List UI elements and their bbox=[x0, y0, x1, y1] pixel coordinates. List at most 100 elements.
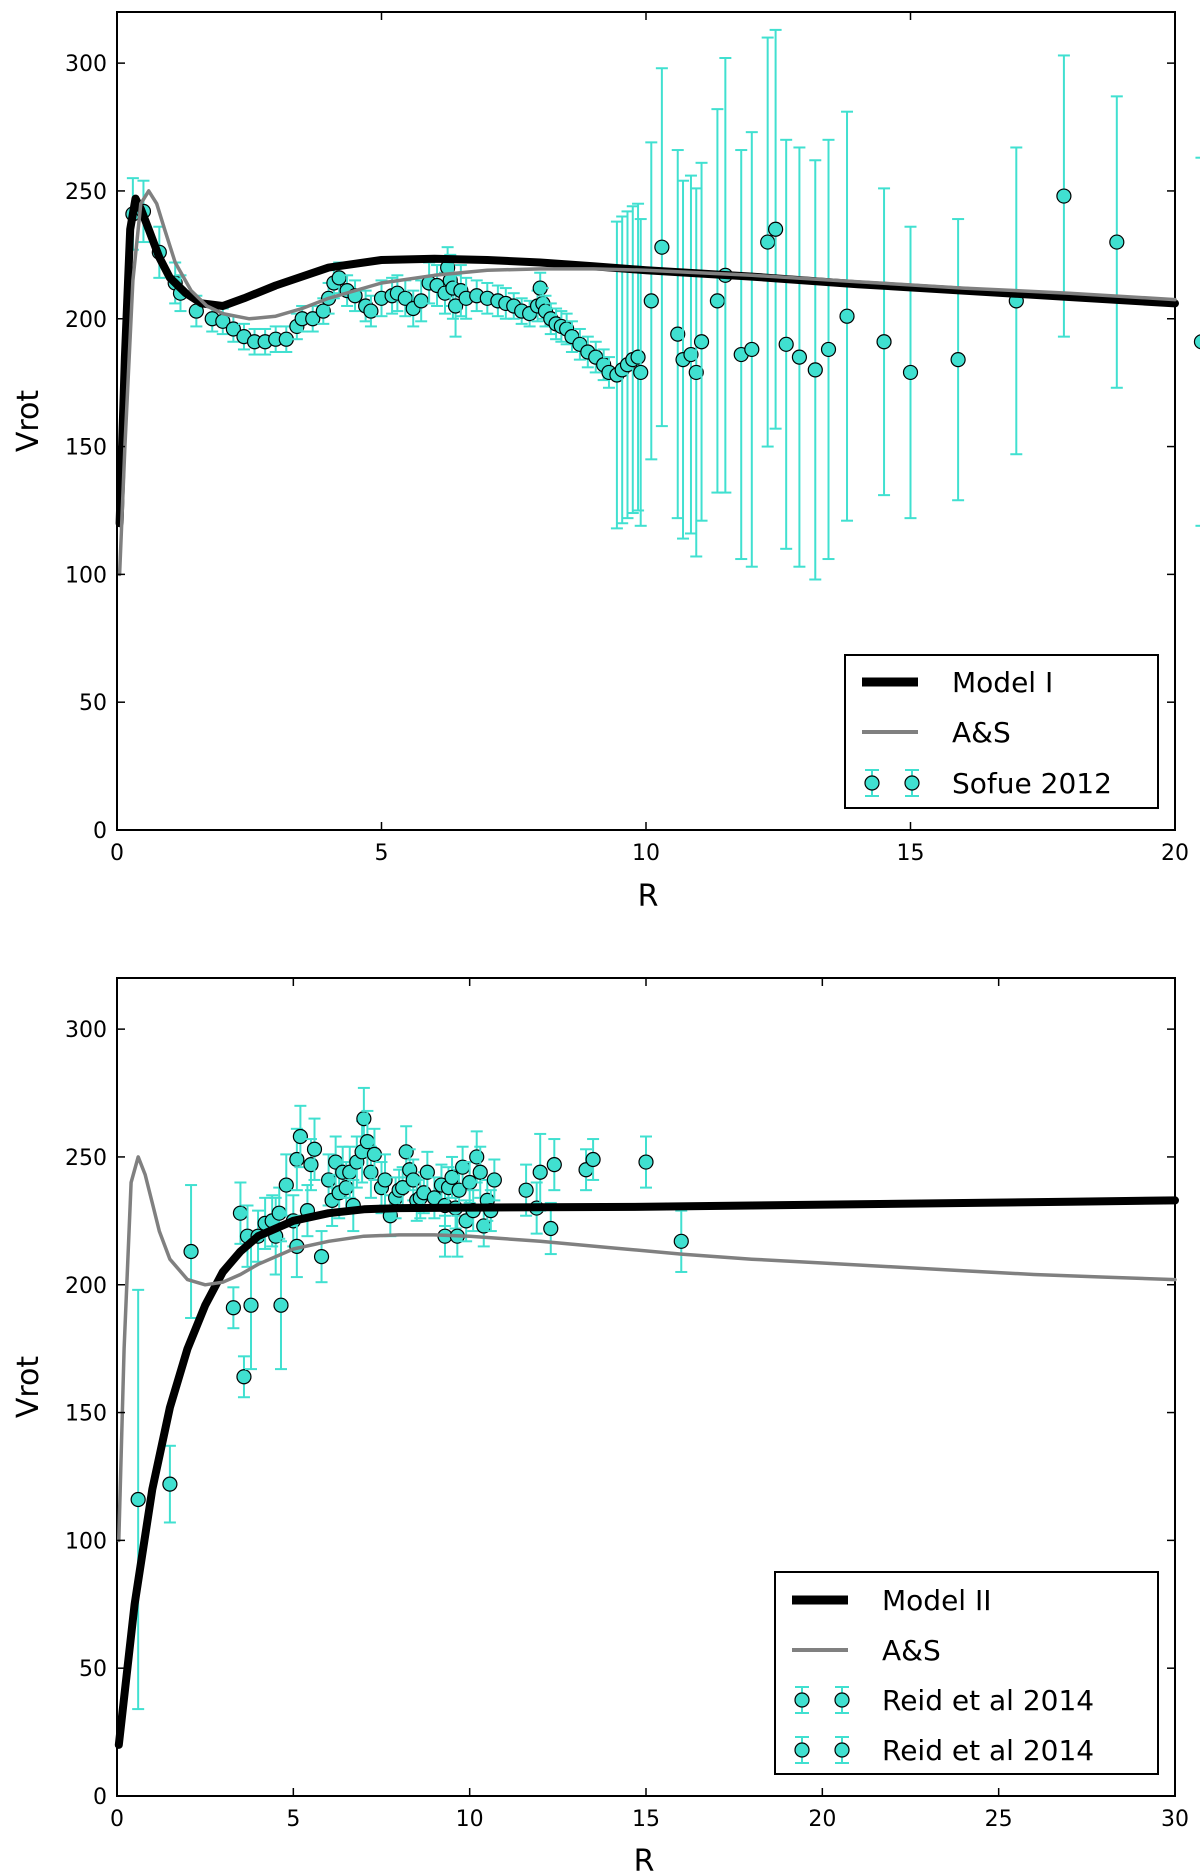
data-marker bbox=[1193, 334, 1200, 350]
top-x-tick-label: 20 bbox=[1161, 841, 1189, 866]
data-marker bbox=[413, 293, 429, 309]
data-marker bbox=[791, 349, 808, 365]
bottom-data-point bbox=[486, 1158, 502, 1202]
top-data-point bbox=[876, 187, 892, 497]
top-data-point bbox=[305, 304, 321, 333]
top-data-point bbox=[236, 322, 252, 351]
data-marker bbox=[683, 346, 699, 363]
bottom-y-tick-label: 50 bbox=[79, 1657, 107, 1682]
bottom-data-point bbox=[366, 1127, 383, 1181]
top-legend-data-swatch bbox=[864, 769, 920, 797]
top-y-axis-label: Vrot bbox=[11, 390, 46, 453]
bottom-data-point bbox=[419, 1150, 435, 1194]
bottom-data-point bbox=[585, 1138, 601, 1181]
data-marker bbox=[670, 326, 686, 342]
data-marker bbox=[273, 1297, 289, 1313]
data-marker bbox=[398, 1144, 414, 1160]
data-marker bbox=[693, 334, 710, 350]
bottom-legend-data-label-2: Reid et al 2014 bbox=[882, 1734, 1094, 1767]
bottom-data-point bbox=[359, 1109, 375, 1174]
top-data-point bbox=[479, 281, 495, 315]
bottom-x-tick-label: 15 bbox=[632, 1807, 660, 1832]
data-marker bbox=[356, 1110, 372, 1127]
top-legend-model-label: Model I bbox=[952, 666, 1053, 699]
top-y-tick-label: 50 bbox=[79, 691, 107, 716]
top-data-point bbox=[709, 108, 726, 494]
top-data-point bbox=[363, 294, 379, 328]
data-marker bbox=[363, 1164, 379, 1180]
bottom-data-point bbox=[342, 1145, 358, 1199]
top-y-tick-label: 200 bbox=[65, 308, 107, 333]
bottom-x-tick-label: 20 bbox=[808, 1807, 836, 1832]
bottom-legend-data-swatch-2 bbox=[794, 1736, 850, 1764]
bottom-data-point bbox=[673, 1209, 689, 1273]
bottom-x-tick-label: 0 bbox=[110, 1807, 124, 1832]
bottom-data-point bbox=[546, 1138, 562, 1192]
bottom-y-tick-label: 250 bbox=[65, 1146, 107, 1171]
bottom-a-s-line bbox=[117, 1155, 1177, 1543]
top-data-point bbox=[670, 149, 686, 520]
bottom-data-point bbox=[472, 1145, 488, 1199]
bottom-data-point bbox=[306, 1117, 323, 1181]
top-legend-as-label: A&S bbox=[952, 716, 1011, 749]
data-marker bbox=[778, 336, 794, 352]
top-data-point bbox=[744, 131, 760, 568]
top-data-point bbox=[268, 325, 284, 353]
data-marker bbox=[289, 1151, 305, 1168]
top-data-point bbox=[688, 187, 704, 558]
data-marker bbox=[688, 364, 704, 381]
bottom-data-point bbox=[183, 1184, 199, 1319]
top-data-point bbox=[654, 67, 670, 428]
data-marker bbox=[518, 1182, 534, 1198]
data-marker bbox=[543, 1220, 559, 1237]
bottom-data-point bbox=[130, 1288, 146, 1711]
data-marker bbox=[303, 1157, 319, 1173]
data-marker bbox=[902, 364, 919, 381]
data-marker bbox=[162, 1476, 178, 1492]
top-data-point bbox=[675, 179, 691, 540]
bottom-model-ii-line bbox=[114, 1196, 1179, 1749]
bottom-y-tick-label: 200 bbox=[65, 1274, 107, 1299]
data-marker bbox=[292, 1128, 308, 1145]
top-data-point bbox=[839, 110, 855, 522]
top-data-point bbox=[791, 146, 808, 568]
top-legend: Model I A&S Sofue 2012 bbox=[844, 654, 1159, 809]
data-marker bbox=[807, 362, 823, 378]
data-marker bbox=[472, 1164, 488, 1180]
top-data-point bbox=[768, 28, 784, 430]
data-marker bbox=[232, 1205, 249, 1221]
bottom-x-axis-label: R bbox=[634, 1844, 655, 1876]
data-marker bbox=[271, 1205, 287, 1221]
bottom-legend-data-label-1: Reid et al 2014 bbox=[882, 1684, 1094, 1717]
data-marker bbox=[760, 234, 776, 250]
top-data-point bbox=[580, 335, 596, 369]
data-marker bbox=[444, 1169, 460, 1185]
data-marker bbox=[130, 1491, 146, 1508]
bottom-y-axis-label: Vrot bbox=[11, 1356, 46, 1419]
data-marker bbox=[744, 341, 760, 358]
data-marker bbox=[532, 1164, 548, 1180]
data-marker bbox=[673, 1233, 689, 1249]
data-marker bbox=[876, 334, 892, 350]
bottom-legend-model-label: Model II bbox=[882, 1584, 991, 1617]
top-data-point bbox=[1193, 156, 1200, 527]
top-y-tick-label: 0 bbox=[93, 819, 107, 844]
top-x-tick-label: 15 bbox=[897, 841, 925, 866]
data-marker bbox=[363, 303, 379, 319]
data-marker bbox=[709, 293, 726, 309]
bottom-x-tick-label: 25 bbox=[985, 1807, 1013, 1832]
data-marker bbox=[643, 293, 659, 309]
data-marker bbox=[419, 1164, 435, 1180]
data-marker bbox=[447, 298, 464, 314]
bottom-legend-data-swatch-1 bbox=[794, 1686, 850, 1714]
top-data-point bbox=[683, 174, 699, 535]
bottom-x-tick-label: 10 bbox=[456, 1807, 484, 1832]
bottom-legend: Model II A&S Reid et al 2014 bbox=[774, 1571, 1159, 1775]
data-marker bbox=[377, 1172, 393, 1188]
data-marker bbox=[313, 1249, 330, 1265]
bottom-data-point bbox=[225, 1286, 241, 1330]
data-marker bbox=[820, 341, 837, 358]
top-x-tick-label: 0 bbox=[110, 841, 124, 866]
